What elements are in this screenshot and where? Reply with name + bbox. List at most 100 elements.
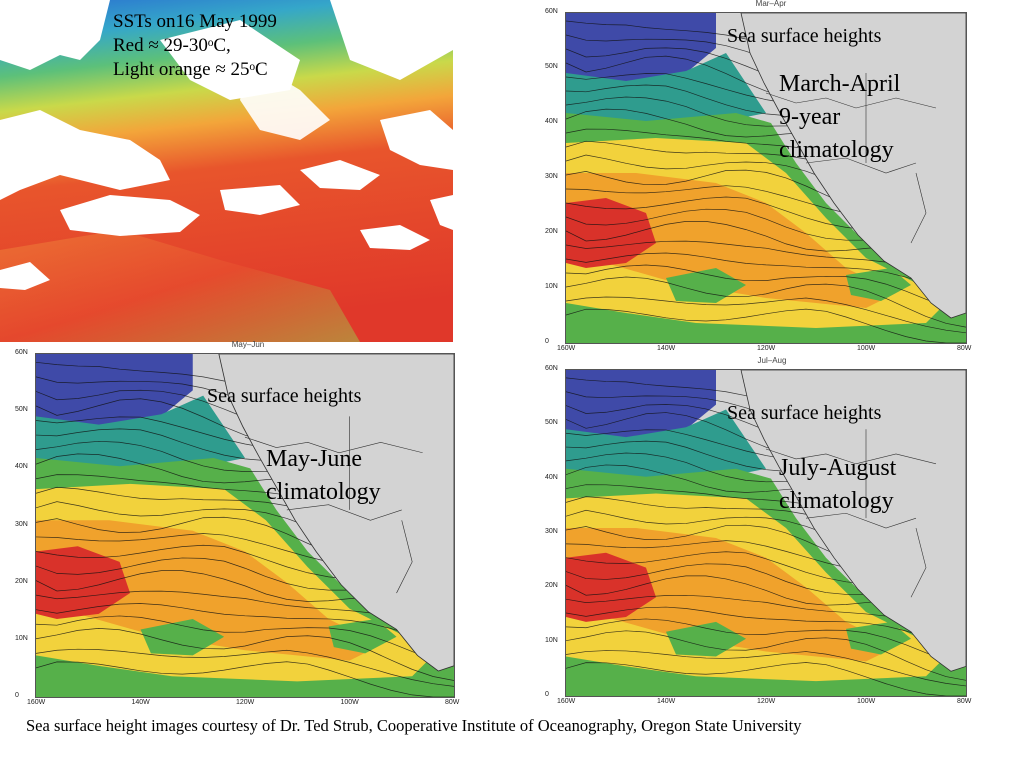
ssh-contour-line — [566, 618, 966, 667]
lat-tick-label: 60N — [545, 8, 558, 15]
map-title: Jul–Aug — [757, 356, 787, 365]
lat-tick-label: 60N — [15, 349, 28, 356]
lat-tick-label: 30N — [545, 173, 558, 180]
lon-tick-label: 140W — [131, 699, 150, 706]
lat-tick-label: 60N — [545, 365, 558, 372]
ssh-label: Sea surface heights — [727, 402, 882, 424]
ssh-contour-line — [566, 662, 966, 696]
ssh-color-band-lower-mid-pocket-east — [846, 621, 911, 655]
land-border-line — [910, 527, 927, 598]
lat-tick-label: 50N — [545, 63, 558, 70]
lon-tick-label: 140W — [657, 345, 676, 352]
sst-satellite-image — [0, 0, 453, 342]
season-label-line1: March-April — [779, 71, 901, 97]
map-plot-area — [565, 12, 967, 344]
lat-tick-label: 50N — [15, 406, 28, 414]
lat-tick-label: 40N — [545, 473, 558, 481]
lon-tick-label: 100W — [857, 698, 876, 705]
lat-tick-label: 10N — [545, 636, 558, 644]
ssh-contour-line — [36, 661, 454, 697]
lat-tick-label: 40N — [545, 118, 558, 125]
land-border-line — [244, 436, 423, 454]
season-label-line2: 9-year — [779, 104, 841, 130]
sst-caption: SSTs on16 May 1999 Red ≈ 29-30ᵒC, Light … — [113, 10, 277, 82]
ssh-contour-line — [566, 252, 966, 298]
lon-tick-label: 80W — [957, 345, 972, 352]
lon-tick-label: 80W — [957, 698, 972, 705]
lat-tick-label: 0 — [15, 692, 19, 699]
ssh-contour-line — [566, 296, 966, 334]
season-label: March-April 9-year climatology — [779, 68, 900, 167]
lat-tick-label: 30N — [15, 520, 28, 528]
ssh-contour-line — [566, 650, 966, 687]
season-label-line3: climatology — [779, 137, 894, 163]
ssh-contour-line — [566, 308, 966, 343]
lat-tick-label: 30N — [545, 528, 558, 535]
lat-tick-label: 10N — [545, 283, 558, 290]
ssh-label: Sea surface heights — [727, 25, 882, 47]
lat-tick-label: 20N — [545, 228, 558, 235]
map-title: Mar–Apr — [755, 0, 787, 8]
ssh-contour-line — [566, 606, 966, 651]
land-border-line — [765, 448, 937, 465]
lat-tick-label: 40N — [15, 463, 28, 471]
land-border-line — [286, 504, 402, 521]
land-border-line — [396, 520, 413, 594]
lat-tick-label: 20N — [545, 582, 558, 590]
land-border-line — [805, 512, 917, 529]
land-border-line — [765, 92, 937, 109]
ssh-contour-line — [566, 264, 966, 314]
season-label: May-June climatology — [266, 443, 381, 509]
ssh-label: Sea surface heights — [207, 385, 362, 407]
land-mass — [740, 13, 966, 319]
sst-caption-line3: Light orange ≈ 25ᵒC — [113, 59, 268, 80]
sst-caption-line2: Red ≈ 29-30ᵒC, — [113, 35, 231, 56]
image-credit: Sea surface height images courtesy of Dr… — [26, 716, 802, 735]
ssh-contour-line — [566, 630, 966, 681]
lon-tick-label: 160W — [557, 345, 576, 352]
season-label-line2: climatology — [266, 479, 381, 505]
map-title: May–Jun — [231, 340, 265, 349]
ssh-contour-line — [566, 276, 966, 328]
ssh-color-band-lower-mid-pocket — [666, 621, 746, 657]
ssh-color-band-lower-mid-pocket — [666, 268, 746, 303]
season-label-line1: May-June — [266, 446, 362, 472]
lat-tick-label: 20N — [15, 577, 28, 585]
ssh-color-band-lower-mid-pocket-east — [328, 619, 397, 654]
map-plot-area — [565, 369, 967, 697]
lat-tick-label: 50N — [545, 419, 558, 427]
ssh-color-band-lower-mid-pocket-east — [846, 268, 911, 301]
land-border-line — [805, 157, 917, 174]
lon-tick-label: 100W — [857, 345, 876, 352]
season-label-line2: climatology — [779, 488, 894, 514]
lat-tick-label: 0 — [545, 338, 549, 345]
lat-tick-label: 0 — [545, 691, 549, 698]
ssh-contour-line — [36, 648, 454, 687]
ssh-contour-line — [36, 603, 454, 650]
lon-tick-label: 140W — [657, 698, 676, 705]
ssh-color-band-lower-mid-pocket — [140, 619, 225, 656]
lon-tick-label: 160W — [557, 698, 576, 705]
ssh-contour-line — [36, 615, 454, 666]
land-mass — [740, 370, 966, 672]
season-label: July-August climatology — [779, 452, 896, 518]
sst-caption-line1: SSTs on16 May 1999 — [113, 11, 277, 32]
ssh-contour-line — [36, 628, 454, 681]
season-label-line1: July-August — [779, 455, 897, 481]
lon-tick-label: 120W — [757, 345, 776, 352]
ssh-map-mar-apr: Mar–Apr 60N 50N 40N 30N 20N 10N 0 160W 140W 120W… — [540, 0, 1010, 360]
land-border-line — [910, 172, 927, 244]
ssh-map-may-jun: May–Jun 60N 50N 40N 30N 20N 10N 0 160W 140W 120W… — [10, 340, 460, 712]
map-plot-area — [35, 353, 455, 698]
lon-tick-label: 80W — [445, 699, 460, 706]
lon-tick-label: 120W — [757, 698, 776, 705]
ssh-color-band-high — [36, 546, 131, 620]
lon-tick-label: 160W — [27, 699, 46, 706]
ssh-color-band-high — [566, 552, 656, 622]
lat-tick-label: 10N — [15, 634, 28, 642]
sst-panel: SSTs on16 May 1999 Red ≈ 29-30ᵒC, Light … — [0, 0, 453, 342]
land-mass — [218, 354, 454, 672]
lon-tick-label: 100W — [340, 699, 359, 706]
ssh-map-jul-aug: Jul–Aug 60N 50N 40N 30N 20N 10N 0 160W 140W 120W… — [540, 356, 1010, 712]
ssh-color-band-high — [566, 198, 656, 268]
